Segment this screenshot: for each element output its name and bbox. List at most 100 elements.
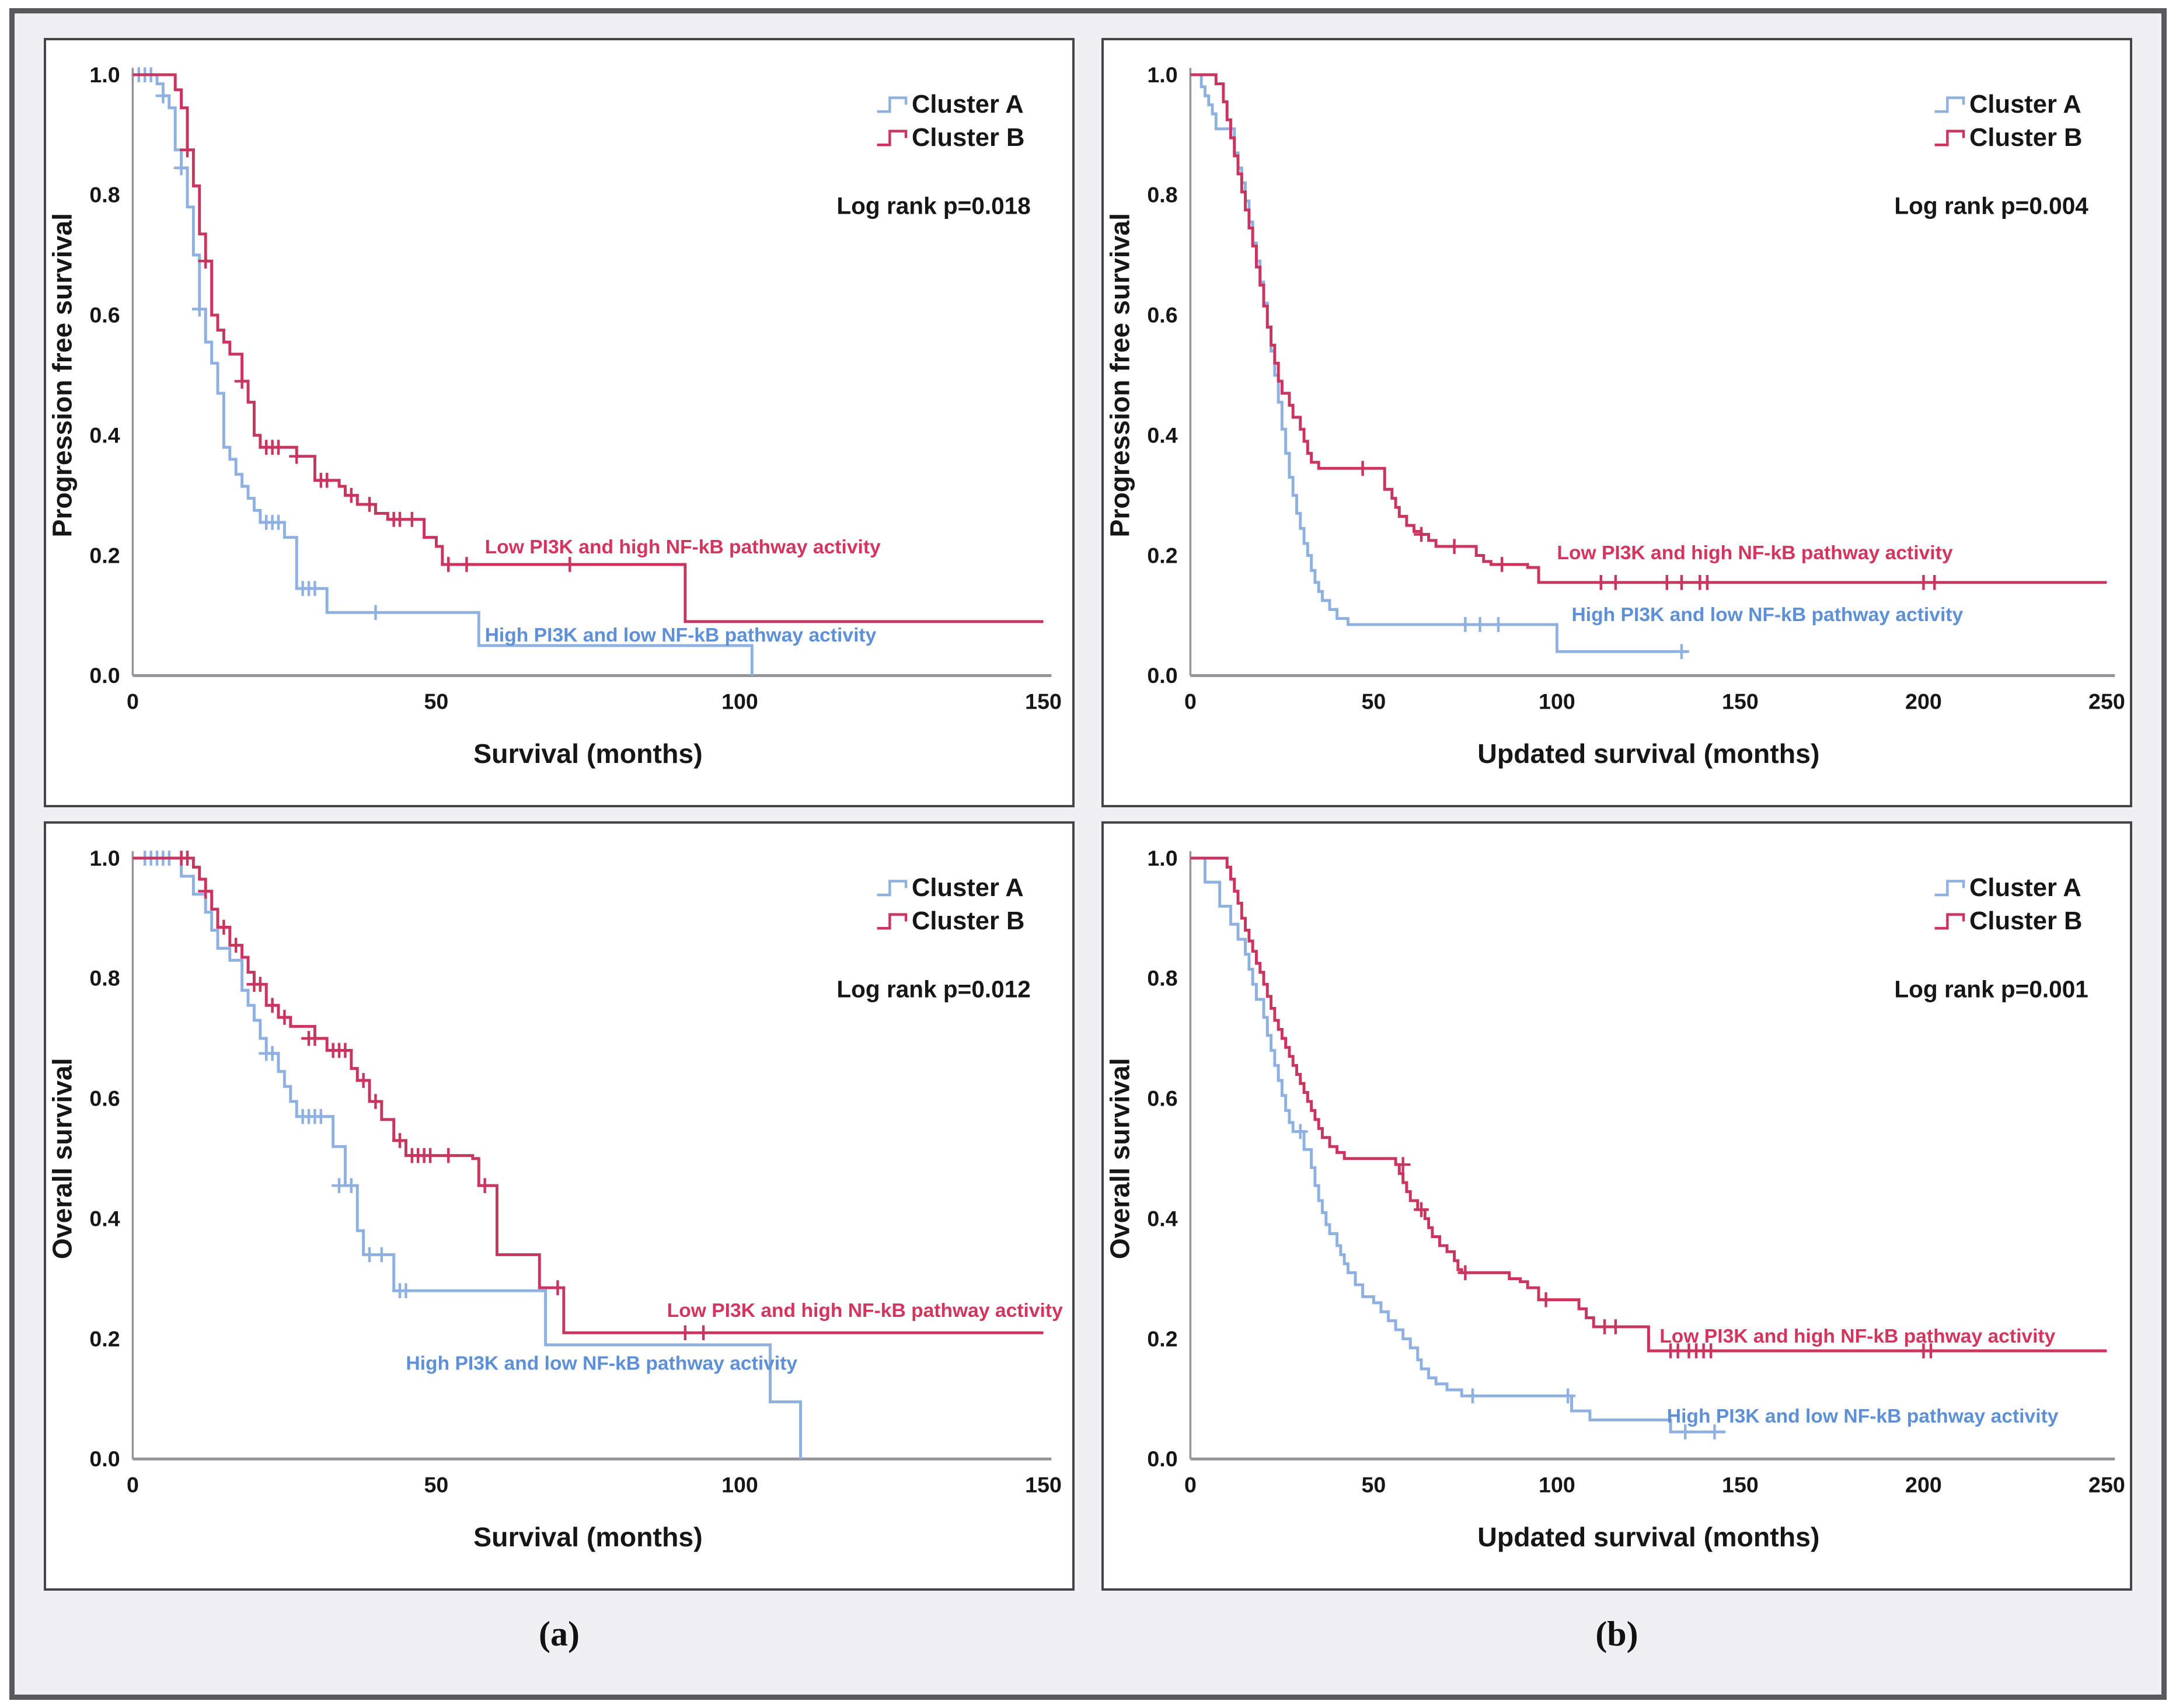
x-tick-label: 50 (424, 1473, 449, 1497)
y-axis-title: Progression free survival (1104, 213, 1135, 538)
censor-marks-cluster-a (1292, 1124, 1722, 1439)
x-tick-label: 0 (1184, 689, 1197, 714)
censor-marks-cluster-b (173, 850, 711, 1341)
y-tick-label: 0.2 (1147, 1326, 1177, 1351)
chart-panel-pfs-updated-survival: 0.0 0.2 0.4 0.6 0.8 1.0 0 50 100 150 200 250 Updated… (1101, 38, 2132, 807)
x-tick-label: 150 (1025, 1473, 1062, 1497)
chart-panel-os-survival: 0.0 0.2 0.4 0.6 0.8 1.0 0 50 100 150 Survival (mon… (44, 821, 1075, 1591)
y-tick-label: 0.8 (1147, 183, 1177, 207)
curve-annotation: High PI3K and low NF-kB pathway activity (1667, 1406, 2059, 1427)
x-tick-label: 150 (1722, 689, 1759, 714)
x-tick-label: 200 (1905, 1473, 1942, 1497)
y-tick-label: 0.6 (89, 303, 120, 327)
curve-annotation: Low PI3K and high NF-kB pathway activity (667, 1300, 1063, 1322)
x-tick-label: 200 (1905, 689, 1942, 714)
censor-marks-cluster-b (1355, 461, 1943, 590)
legend-step-icon (877, 96, 908, 113)
panel-column-a: 0.0 0.2 0.4 0.6 0.8 1.0 0 50 100 150 Survival (mon… (44, 38, 1075, 1695)
y-tick-label: 0.0 (89, 663, 120, 688)
censor-marks-cluster-a (131, 67, 383, 621)
chart-panel-pfs-survival: 0.0 0.2 0.4 0.6 0.8 1.0 0 50 100 150 Survival (mon… (44, 38, 1075, 807)
legend-label: Cluster B (1969, 124, 2082, 152)
x-axis-title: Survival (months) (473, 1522, 703, 1552)
legend-step-icon (877, 880, 908, 897)
log-rank-p-label: Log rank p=0.004 (1894, 193, 2088, 219)
legend: Cluster A Cluster B (877, 874, 1024, 935)
censor-marks-cluster-b (180, 142, 578, 572)
y-tick-label: 0.2 (89, 543, 120, 567)
legend-label: Cluster A (912, 90, 1024, 118)
y-tick-label: 0.2 (1147, 543, 1177, 567)
curve-annotation: Low PI3K and high NF-kB pathway activity (1659, 1326, 2055, 1347)
x-tick-label: 50 (1361, 689, 1386, 714)
legend: Cluster A Cluster B (877, 90, 1024, 152)
legend-label: Cluster B (912, 124, 1024, 152)
km-chart-os-survival: 0.0 0.2 0.4 0.6 0.8 1.0 0 50 100 150 Survival (mon… (47, 846, 1063, 1552)
y-tick-label: 1.0 (89, 846, 120, 870)
log-rank-p-label: Log rank p=0.001 (1894, 976, 2088, 1003)
x-axis-title: Updated survival (months) (1477, 738, 1819, 769)
series-cluster-a (132, 73, 754, 676)
km-chart-pfs-survival: 0.0 0.2 0.4 0.6 0.8 1.0 0 50 100 150 Survival (mon… (47, 62, 1062, 769)
x-tick-label: 0 (127, 689, 139, 714)
km-chart-os-updated-survival: 0.0 0.2 0.4 0.6 0.8 1.0 0 50 100 150 200 250 Updated… (1104, 846, 2125, 1552)
x-tick-label: 50 (424, 689, 449, 714)
x-tick-label: 100 (721, 1473, 758, 1497)
curve-annotation: Low PI3K and high NF-kB pathway activity (485, 536, 881, 558)
x-tick-label: 50 (1361, 1473, 1386, 1497)
legend-step-icon (1934, 913, 1965, 930)
panel-label-b: (b) (1595, 1615, 1638, 1653)
x-tick-label: 100 (1539, 1473, 1575, 1497)
x-tick-label: 250 (2088, 1473, 2125, 1497)
log-rank-p-label: Log rank p=0.018 (836, 193, 1030, 219)
y-tick-label: 0.6 (1147, 1086, 1177, 1111)
legend-label: Cluster A (1969, 874, 2081, 902)
km-chart-pfs-updated-survival: 0.0 0.2 0.4 0.6 0.8 1.0 0 50 100 150 200 250 Updated… (1104, 62, 2125, 769)
legend-label: Cluster B (912, 907, 1024, 935)
y-tick-label: 0.0 (1147, 1446, 1177, 1471)
y-axis-title: Overall survival (47, 1058, 77, 1259)
x-tick-label: 100 (721, 689, 758, 714)
y-tick-label: 0.6 (1147, 303, 1177, 327)
y-tick-label: 1.0 (1147, 846, 1177, 870)
y-tick-label: 0.8 (89, 183, 120, 207)
y-tick-label: 0.4 (89, 423, 120, 448)
y-tick-label: 0.4 (89, 1207, 120, 1231)
legend-step-icon (877, 913, 908, 930)
y-tick-label: 0.6 (89, 1086, 120, 1111)
x-tick-label: 0 (127, 1473, 139, 1497)
legend: Cluster A Cluster B (1934, 874, 2082, 935)
legend: Cluster A Cluster B (1934, 90, 2082, 152)
y-tick-label: 0.0 (89, 1446, 120, 1471)
y-axis-title: Progression free survival (47, 213, 77, 538)
curve-annotation: High PI3K and low NF-kB pathway activity (485, 625, 877, 646)
legend-step-icon (1934, 130, 1965, 147)
legend-step-icon (1934, 96, 1965, 113)
x-tick-label: 250 (2088, 689, 2125, 714)
y-tick-label: 0.4 (1147, 1207, 1177, 1231)
series-cluster-a (1190, 856, 1726, 1434)
y-tick-label: 0.2 (89, 1326, 120, 1351)
panel-column-b: 0.0 0.2 0.4 0.6 0.8 1.0 0 50 100 150 200 250 Updated… (1101, 38, 2132, 1695)
curve-annotation: High PI3K and low NF-kB pathway activity (406, 1353, 797, 1375)
y-tick-label: 1.0 (89, 62, 120, 87)
y-tick-label: 1.0 (1147, 62, 1177, 87)
panel-label-a: (a) (539, 1615, 580, 1653)
figure-columns: 0.0 0.2 0.4 0.6 0.8 1.0 0 50 100 150 Survival (mon… (44, 38, 2132, 1695)
legend-step-icon (877, 130, 908, 147)
legend-label: Cluster B (1969, 907, 2082, 935)
x-axis-title: Survival (months) (473, 738, 703, 769)
figure-frame: 0.0 0.2 0.4 0.6 0.8 1.0 0 50 100 150 Survival (mon… (9, 8, 2167, 1700)
y-tick-label: 0.0 (1147, 663, 1177, 688)
legend-label: Cluster A (1969, 90, 2081, 118)
legend-label: Cluster A (912, 874, 1024, 902)
x-tick-label: 100 (1539, 689, 1575, 714)
y-tick-label: 0.4 (1147, 423, 1177, 448)
y-tick-label: 0.8 (89, 966, 120, 991)
series-cluster-a (1190, 73, 1689, 653)
x-tick-label: 150 (1025, 689, 1062, 714)
x-tick-label: 150 (1722, 1473, 1759, 1497)
censor-marks-cluster-a (137, 850, 414, 1298)
x-axis-title: Updated survival (months) (1477, 1522, 1819, 1552)
y-axis-title: Overall survival (1104, 1058, 1135, 1259)
